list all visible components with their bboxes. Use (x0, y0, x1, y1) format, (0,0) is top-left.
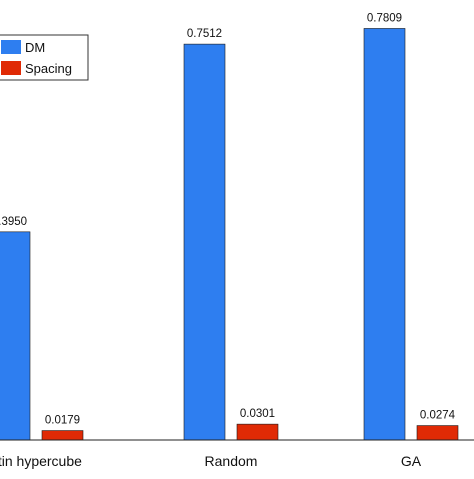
bar-spacing-2 (416, 425, 459, 441)
legend: DM Spacing (0, 34, 89, 81)
bar-spacing-1 (236, 423, 279, 441)
bar-dm-2 (363, 28, 406, 441)
legend-swatch-spacing (1, 61, 21, 75)
legend-label-spacing: Spacing (25, 61, 72, 76)
data-label-spacing-0: 0.0179 (45, 415, 80, 427)
data-label-spacing-2: 0.0274 (420, 410, 456, 422)
bar-spacing-0 (41, 430, 84, 441)
data-label-dm-1: 0.7512 (187, 28, 222, 40)
x-tick-label-1: Random (205, 453, 258, 469)
data-label-dm-0: 0.3950 (0, 216, 27, 228)
legend-swatch-dm (1, 40, 21, 54)
x-tick-label-2: GA (401, 453, 422, 469)
data-label-dm-2: 0.7809 (367, 12, 402, 24)
bar-dm-0 (0, 231, 31, 441)
data-label-spacing-1: 0.0301 (240, 408, 275, 420)
x-tick-label-0: atin hypercube (0, 453, 82, 469)
bar-dm-1 (183, 43, 226, 441)
legend-label-dm: DM (25, 40, 45, 55)
